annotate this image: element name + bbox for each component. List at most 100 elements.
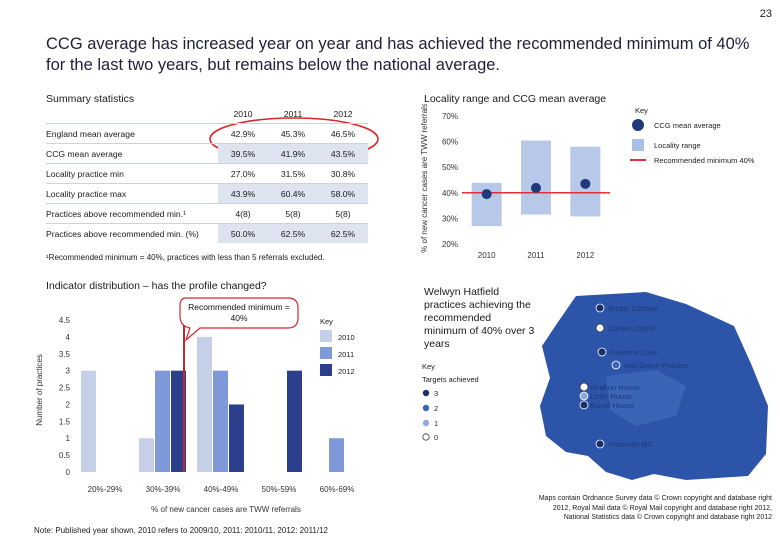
distribution-bar-2012 bbox=[171, 370, 186, 472]
year-header: 2011 bbox=[283, 108, 303, 119]
range-chart-heading: Locality range and CCG mean average bbox=[424, 93, 607, 105]
published-year-note: Note: Published year shown, 2010 refers … bbox=[34, 526, 328, 535]
summary-heading: Summary statistics bbox=[46, 93, 135, 105]
dist-y-tick: 3.5 bbox=[59, 350, 71, 359]
map-key-title: Key bbox=[422, 362, 435, 371]
dist-key-swatch-2012 bbox=[320, 364, 332, 376]
ccg-mean-marker bbox=[531, 182, 541, 193]
range-y-tick: 60% bbox=[442, 138, 458, 147]
dist-x-tick: 40%-49% bbox=[204, 485, 239, 494]
key-minimum-label: Recommended minimum 40% bbox=[654, 156, 755, 165]
dist-x-label: % of new cancer cases are TWW referrals bbox=[151, 505, 301, 514]
table-row: Practices above recommended min. (%) 50.… bbox=[46, 223, 368, 243]
key-label-0: 0 bbox=[434, 433, 438, 442]
page-number: 23 bbox=[759, 8, 772, 20]
key-label-3: 3 bbox=[434, 389, 438, 398]
range-x-tick: 2012 bbox=[576, 251, 594, 260]
practice-label: Potterells MC bbox=[608, 440, 654, 449]
range-x-tick: 2010 bbox=[478, 251, 496, 260]
dist-x-tick: 30%-39% bbox=[146, 485, 181, 494]
range-x-tick: 2011 bbox=[527, 251, 545, 260]
range-y-tick: 20% bbox=[442, 240, 458, 249]
map-heading: Welwyn Hatfield practices achieving the … bbox=[424, 286, 535, 350]
dist-key-swatch-2011 bbox=[320, 347, 332, 359]
key-marker-2 bbox=[422, 404, 430, 412]
key-marker-3 bbox=[422, 389, 430, 397]
practice-marker bbox=[579, 391, 589, 401]
range-y-label: % of new cancer cases are TWW referrals bbox=[420, 104, 429, 253]
key-marker-0 bbox=[422, 433, 430, 441]
dist-key-swatch-2010 bbox=[320, 330, 332, 342]
dist-y-tick: 1.5 bbox=[59, 417, 71, 426]
practice-marker bbox=[579, 400, 589, 410]
practice-label: Peartree Lane bbox=[610, 348, 658, 357]
practice-marker bbox=[611, 360, 621, 370]
callout-text: Recommended minimum = 40% bbox=[188, 302, 290, 323]
key-range-swatch bbox=[632, 139, 644, 151]
distribution-bar-2011 bbox=[329, 438, 344, 472]
distribution-chart: Number of practices 4.5 4 3.5 3 2.5 2 1.5 1 0.5 0… bbox=[35, 297, 355, 514]
summary-footnote: ¹Recommended minimum = 40%, practices wi… bbox=[46, 253, 325, 262]
dist-y-tick: 3 bbox=[66, 367, 71, 376]
locality-map: Bridge Cottage Garden City Pr Peartree L… bbox=[540, 292, 768, 480]
copyright-notice: Maps contain Ordnance Survey data © Crow… bbox=[538, 495, 772, 521]
dist-y-tick: 0 bbox=[66, 468, 71, 477]
distribution-bar-2010 bbox=[81, 370, 96, 472]
inner-boundary bbox=[606, 370, 686, 426]
practice-marker bbox=[595, 439, 605, 449]
dist-y-tick: 4 bbox=[66, 333, 71, 342]
callout-box bbox=[179, 297, 299, 342]
dist-y-label: Number of practices bbox=[35, 354, 44, 426]
locality-range-bar bbox=[521, 140, 551, 215]
map-key-subtitle: Targets achieved bbox=[422, 375, 479, 384]
ccg-mean-marker bbox=[580, 178, 591, 189]
range-y-tick: 50% bbox=[442, 163, 458, 172]
dist-x-tick: 20%-29% bbox=[88, 485, 123, 494]
practice-marker bbox=[595, 323, 605, 333]
range-key-title: Key bbox=[635, 106, 648, 115]
distribution-bar-2012 bbox=[287, 370, 302, 472]
practice-label: Lister House bbox=[590, 392, 632, 401]
map-key: Key Targets achieved 3 2 1 0 bbox=[422, 362, 479, 442]
practice-marker bbox=[595, 303, 605, 313]
range-chart: % of new cancer cases are TWW referrals … bbox=[420, 104, 755, 260]
dist-y-tick: 4.5 bbox=[59, 316, 71, 325]
table-row: Practices above recommended min.¹ 4(8) 5… bbox=[46, 203, 368, 224]
distribution-bar-2010 bbox=[139, 438, 154, 472]
dist-x-tick: 50%-59% bbox=[262, 485, 297, 494]
distribution-bar-2010 bbox=[197, 336, 212, 472]
key-range-label: Locality range bbox=[654, 141, 701, 150]
key-label-2: 2 bbox=[434, 404, 438, 413]
practice-label: Garden City Pr bbox=[608, 324, 658, 333]
table-row: CCG mean average 39.5% 41.9% 43.5% bbox=[46, 143, 368, 164]
practice-marker bbox=[597, 347, 607, 357]
practice-label: Burvill House bbox=[590, 401, 634, 410]
table-row: Locality practice max 43.9% 60.4% 58.0% bbox=[46, 183, 368, 204]
key-marker-1 bbox=[422, 419, 430, 427]
dist-y-tick: 0.5 bbox=[59, 451, 71, 460]
key-mean-label: CCG mean average bbox=[654, 121, 721, 130]
key-label-1: 1 bbox=[434, 419, 438, 428]
table-row: Locality practice min 27.0% 31.5% 30.8% bbox=[46, 163, 368, 184]
ccg-mean-marker bbox=[481, 189, 492, 200]
practice-label: Bridge Cottage bbox=[608, 304, 658, 313]
practice-label: Wrafton House bbox=[590, 383, 640, 392]
dist-key-label-2012: 2012 bbox=[338, 367, 355, 376]
range-y-tick: 40% bbox=[442, 189, 458, 198]
dist-x-tick: 60%-69% bbox=[320, 485, 355, 494]
dist-key-title: Key bbox=[320, 317, 333, 326]
distribution-bar-2012 bbox=[229, 404, 244, 472]
distribution-bar-2011 bbox=[213, 370, 228, 472]
dist-key-label-2011: 2011 bbox=[338, 350, 354, 359]
practice-marker bbox=[579, 382, 589, 392]
distribution-bar-2011 bbox=[155, 370, 170, 472]
summary-table: 2010 2011 2012 England mean average 42.9… bbox=[46, 104, 368, 243]
dist-key-label-2010: 2010 bbox=[338, 333, 355, 342]
key-mean-marker bbox=[632, 119, 644, 131]
year-header: 2012 bbox=[333, 108, 353, 119]
distribution-heading: Indicator distribution – has the profile… bbox=[46, 280, 267, 292]
dist-y-tick: 1 bbox=[66, 434, 71, 443]
range-y-tick: 30% bbox=[442, 214, 458, 223]
year-header: 2010 bbox=[233, 108, 253, 119]
practice-label: Hall Grove Practice bbox=[624, 361, 689, 370]
